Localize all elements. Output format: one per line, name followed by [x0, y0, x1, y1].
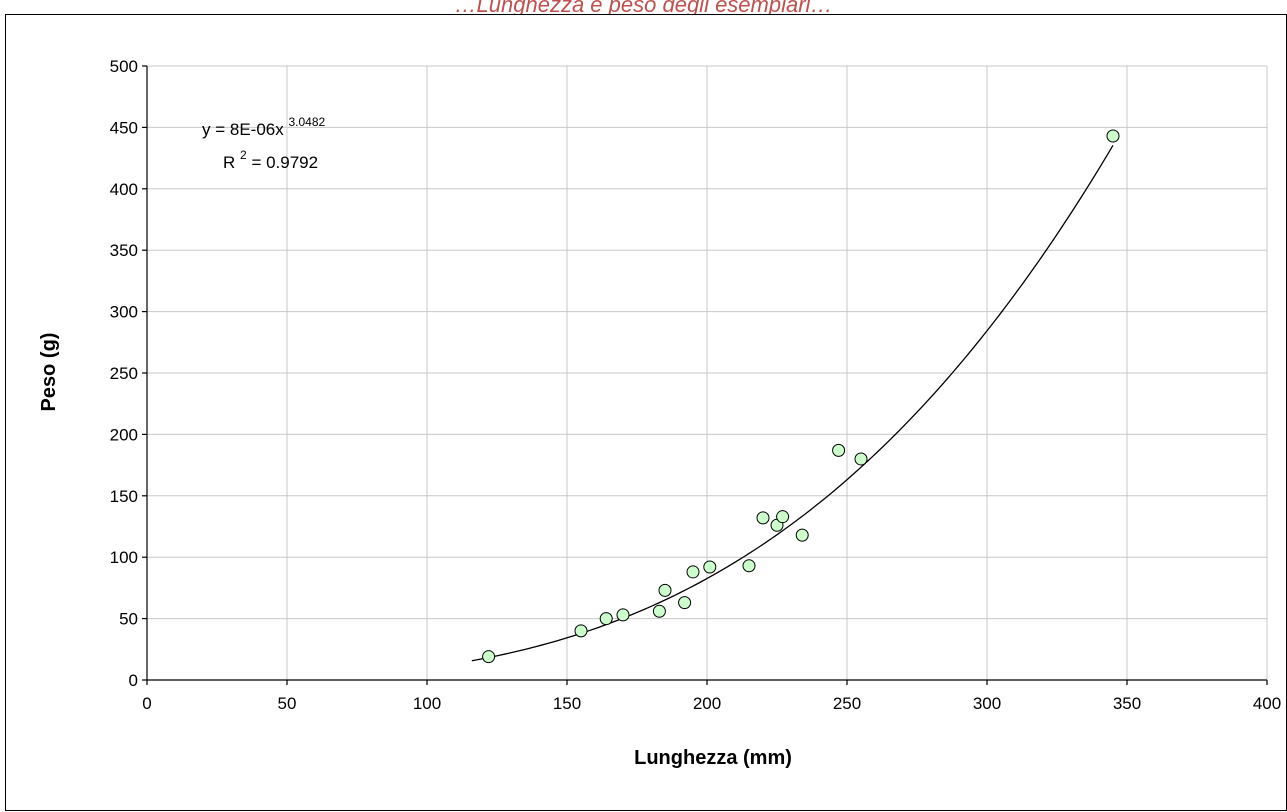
data-point-8 [686, 565, 700, 579]
data-point-17 [1106, 129, 1120, 143]
data-point-1 [482, 650, 496, 664]
data-point-15 [832, 443, 846, 457]
y-tick-label-300: 300 [110, 303, 138, 322]
x-tick-labels: 0 50 100 150 200 250 300 350 400 [142, 694, 1281, 713]
x-tick-label-400: 400 [1253, 694, 1281, 713]
y-tick-label-500: 500 [110, 57, 138, 76]
grid-lines [147, 65, 1268, 680]
x-tick-label-250: 250 [833, 694, 861, 713]
data-point-13 [776, 510, 790, 524]
power-trendline [471, 145, 1114, 662]
r2-value: = 0.9792 [251, 153, 318, 172]
data-point-5 [652, 604, 666, 618]
data-points [482, 129, 1120, 664]
y-tick-label-350: 350 [110, 241, 138, 260]
data-point-3 [599, 612, 613, 626]
data-point-2 [574, 624, 588, 638]
equation-exponent: 3.0482 [288, 115, 325, 129]
data-point-14 [795, 528, 809, 542]
y-tick-label-50: 50 [119, 610, 138, 629]
trendline-equation: y = 8E-06x 3.0482 [202, 115, 326, 139]
x-tick-label-300: 300 [973, 694, 1001, 713]
data-point-7 [678, 596, 692, 610]
data-point-6 [658, 583, 672, 597]
data-point-10 [742, 559, 756, 573]
x-tick-label-150: 150 [553, 694, 581, 713]
data-point-16 [854, 452, 868, 466]
x-tick-label-200: 200 [693, 694, 721, 713]
y-tick-label-400: 400 [110, 180, 138, 199]
r-squared-label: R 2 = 0.9792 [223, 144, 318, 172]
data-point-11 [756, 511, 770, 525]
r2-sup: 2 [240, 148, 247, 162]
x-tick-label-100: 100 [413, 694, 441, 713]
y-tick-label-100: 100 [110, 548, 138, 567]
x-tick-label-0: 0 [142, 694, 151, 713]
axes [142, 65, 1268, 685]
data-point-4 [616, 608, 630, 622]
x-tick-label-350: 350 [1113, 694, 1141, 713]
chart-area: 0 50 100 150 200 250 300 350 400 0 50 100 150 200 250… [5, 14, 1287, 811]
y-tick-labels: 0 50 100 150 200 250 300 350 400 450 500 [110, 57, 138, 690]
data-point-9 [703, 560, 717, 574]
x-tick-label-50: 50 [278, 694, 297, 713]
scatter-chart: 0 50 100 150 200 250 300 350 400 050100150200250… [38, 57, 1281, 769]
equation-main: y = 8E-06x [202, 120, 284, 139]
r2-main: R [223, 153, 235, 172]
y-axis-title: Peso (g) [38, 333, 60, 412]
y-tick-label-450: 450 [110, 118, 138, 137]
y-tick-label-0: 0 [129, 671, 138, 690]
chart-caption: …Lunghezza e peso degli esemplari… [454, 0, 833, 14]
y-tick-label-200: 200 [110, 425, 138, 444]
y-tick-label-150: 150 [110, 487, 138, 506]
x-axis-title: Lunghezza (mm) [634, 747, 792, 769]
y-tick-label-250: 250 [110, 364, 138, 383]
